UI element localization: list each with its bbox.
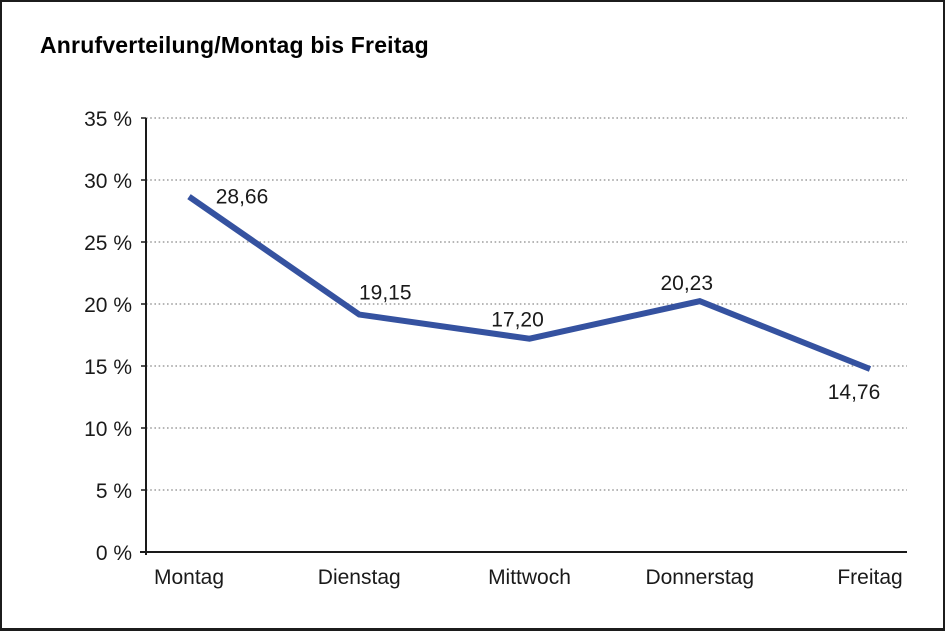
y-axis-tick-label: 5 % [96,480,132,503]
data-point-label: 19,15 [359,282,412,305]
y-axis-tick-label: 15 % [84,356,132,379]
y-axis-tick-label: 35 % [84,108,132,131]
x-axis-category-label: Freitag [837,566,902,589]
data-point-label: 28,66 [216,186,269,209]
x-axis-category-label: Donnerstag [645,566,754,589]
data-series-line [187,194,872,372]
x-axis-category-label: Dienstag [318,566,401,589]
x-axis-category-label: Mittwoch [488,566,571,589]
y-axis-tick-label: 30 % [84,170,132,193]
chart-title: Anrufverteilung/Montag bis Freitag [40,32,429,58]
y-axis-tick-label: 0 % [96,542,132,565]
data-point-label: 14,76 [828,381,881,404]
x-axis-category-label: Montag [154,566,224,589]
y-axis-tick-label: 25 % [84,232,132,255]
y-axis-tick-label: 20 % [84,294,132,317]
y-axis-tick-label: 10 % [84,418,132,441]
data-point-label: 20,23 [660,272,713,295]
data-point-label: 17,20 [491,309,544,332]
